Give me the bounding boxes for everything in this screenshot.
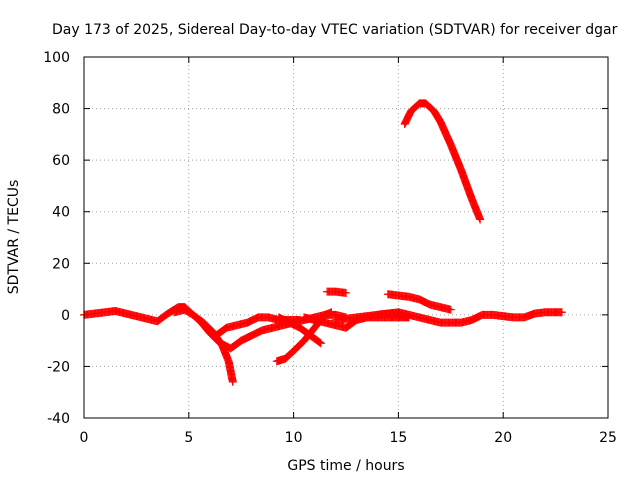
series-track-2 bbox=[170, 305, 237, 386]
data-points bbox=[80, 99, 566, 386]
y-tick-label: 100 bbox=[43, 50, 70, 66]
data-point bbox=[476, 215, 485, 224]
x-tick-label: 0 bbox=[80, 430, 89, 446]
x-tick-label: 10 bbox=[285, 430, 303, 446]
x-tick-label: 25 bbox=[599, 430, 617, 446]
grid bbox=[84, 57, 608, 418]
y-tick-label: -40 bbox=[47, 411, 70, 427]
y-tick-label: 40 bbox=[52, 205, 70, 221]
x-tick-label: 20 bbox=[494, 430, 512, 446]
tick-marks bbox=[83, 56, 609, 419]
data-point bbox=[342, 288, 350, 297]
y-tick-label: 80 bbox=[52, 102, 70, 118]
chart-title: Day 173 of 2025, Sidereal Day-to-day VTE… bbox=[52, 22, 618, 38]
y-tick-label: 60 bbox=[52, 153, 70, 169]
series-track-12 bbox=[400, 99, 485, 224]
data-point bbox=[446, 305, 455, 314]
data-point bbox=[315, 338, 324, 347]
y-tick-label: -20 bbox=[47, 359, 70, 375]
y-axis-label: SDTVAR / TECUs bbox=[6, 180, 22, 295]
data-point bbox=[314, 337, 323, 346]
series-track-8 bbox=[323, 287, 350, 297]
plot-frame bbox=[83, 56, 609, 419]
series-track-11 bbox=[373, 308, 566, 327]
x-tick-label: 5 bbox=[184, 430, 193, 446]
data-point bbox=[316, 339, 325, 348]
data-point bbox=[228, 377, 237, 386]
data-point bbox=[557, 308, 566, 317]
y-tick-label: 20 bbox=[52, 256, 70, 272]
x-tick-label: 15 bbox=[389, 430, 407, 446]
x-axis-label: GPS time / hours bbox=[287, 458, 404, 474]
y-tick-label: 0 bbox=[61, 308, 70, 324]
tick-labels: 0 5 10 15 20 25 -40 -20 0 20 40 60 80 100 bbox=[43, 50, 617, 446]
data-point bbox=[327, 308, 336, 317]
series-track-10 bbox=[383, 290, 455, 314]
series-track-6 bbox=[274, 313, 325, 348]
